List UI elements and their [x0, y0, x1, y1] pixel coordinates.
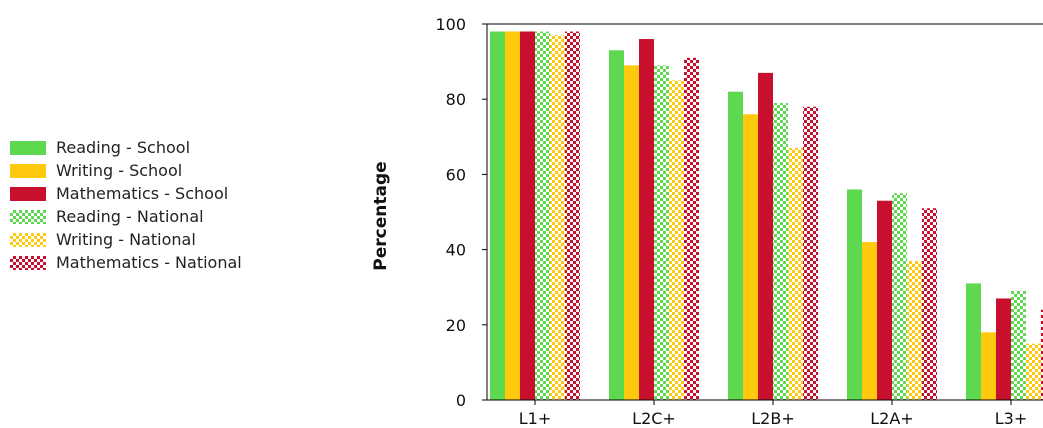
bar [1026, 343, 1041, 400]
bar [743, 114, 758, 401]
bar [996, 298, 1011, 400]
legend-label: Reading - School [56, 138, 191, 157]
bar [565, 31, 580, 401]
x-axis: L1+ L2C+ L2B+ L2A+ L3+ [519, 400, 1028, 428]
bar [981, 332, 996, 400]
bar [788, 148, 803, 400]
bar [684, 57, 699, 401]
y-tick-label: 40 [446, 241, 466, 260]
bar [773, 102, 788, 401]
y-tick-label: 0 [456, 391, 466, 410]
x-tick-label: L1+ [519, 409, 552, 428]
bar [803, 106, 818, 400]
y-tick-label: 80 [446, 90, 466, 109]
bar [490, 31, 505, 401]
legend-item: Mathematics - School [10, 183, 242, 204]
legend-label: Writing - National [56, 230, 196, 249]
legend-item: Writing - National [10, 229, 242, 250]
legend-item: Reading - School [10, 137, 242, 158]
bar [669, 80, 684, 401]
plot-frame [486, 23, 1043, 401]
legend-label: Mathematics - School [56, 184, 229, 203]
bars-group [490, 31, 1043, 401]
bar [609, 50, 624, 400]
bar [862, 242, 877, 400]
legend: Reading - School Writing - School Mathemat… [10, 137, 242, 275]
x-tick-label: L2B+ [751, 409, 794, 428]
bar [1011, 290, 1026, 400]
legend-swatch [10, 186, 46, 201]
legend-swatch [10, 255, 46, 270]
legend-label: Mathematics - National [56, 253, 242, 272]
bar [758, 72, 773, 400]
bar [535, 31, 550, 401]
legend-swatch [10, 163, 46, 178]
legend-swatch [10, 140, 46, 155]
legend-swatch [10, 209, 46, 224]
y-tick-label: 20 [446, 316, 466, 335]
bar [892, 193, 907, 400]
bar [624, 65, 639, 401]
bar [728, 91, 743, 401]
bar [654, 65, 669, 401]
y-axis: 0 20 40 60 80 100 [435, 15, 487, 410]
y-tick-label: 100 [435, 15, 466, 34]
x-tick-label: L2C+ [632, 409, 676, 428]
bar [505, 31, 520, 401]
legend-swatch [10, 232, 46, 247]
legend-label: Reading - National [56, 207, 204, 226]
bar [550, 35, 565, 400]
bar [520, 31, 535, 401]
bar [907, 260, 922, 400]
bar [877, 200, 892, 400]
bar [1041, 309, 1043, 400]
legend-item: Mathematics - National [10, 252, 242, 273]
y-tick-label: 60 [446, 165, 466, 184]
y-axis-title: Percentage [371, 161, 391, 270]
bar [847, 189, 862, 400]
legend-label: Writing - School [56, 161, 183, 180]
legend-item: Reading - National [10, 206, 242, 227]
bar [966, 283, 981, 400]
x-tick-label: L2A+ [870, 409, 913, 428]
bar [639, 39, 654, 400]
bar [922, 208, 937, 400]
x-tick-label: L3+ [995, 409, 1028, 428]
legend-item: Writing - School [10, 160, 242, 181]
